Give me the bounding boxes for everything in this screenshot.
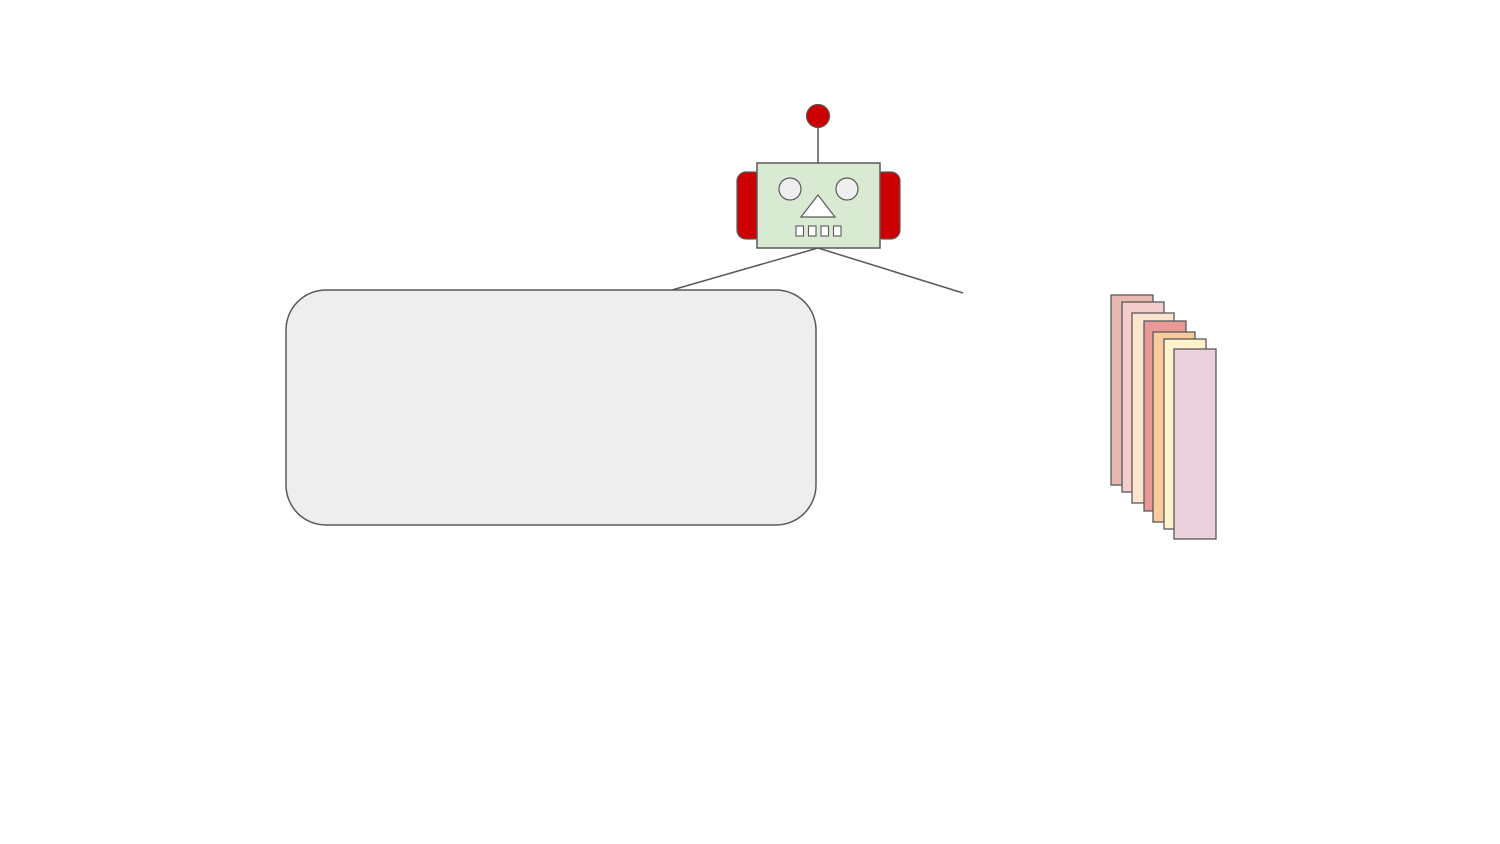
document-stack-icon [1110, 294, 1217, 540]
robot-nose [799, 194, 837, 218]
robot-icon [736, 103, 901, 249]
robot-eye-left [778, 177, 802, 201]
stack-card-7 [1173, 348, 1217, 540]
connector-line-left [671, 247, 819, 291]
robot-eye-right [835, 177, 859, 201]
content-panel [285, 289, 817, 526]
robot-mouth [795, 225, 842, 237]
connector-line-right [817, 247, 964, 294]
robot-antenna-tip [805, 103, 831, 129]
